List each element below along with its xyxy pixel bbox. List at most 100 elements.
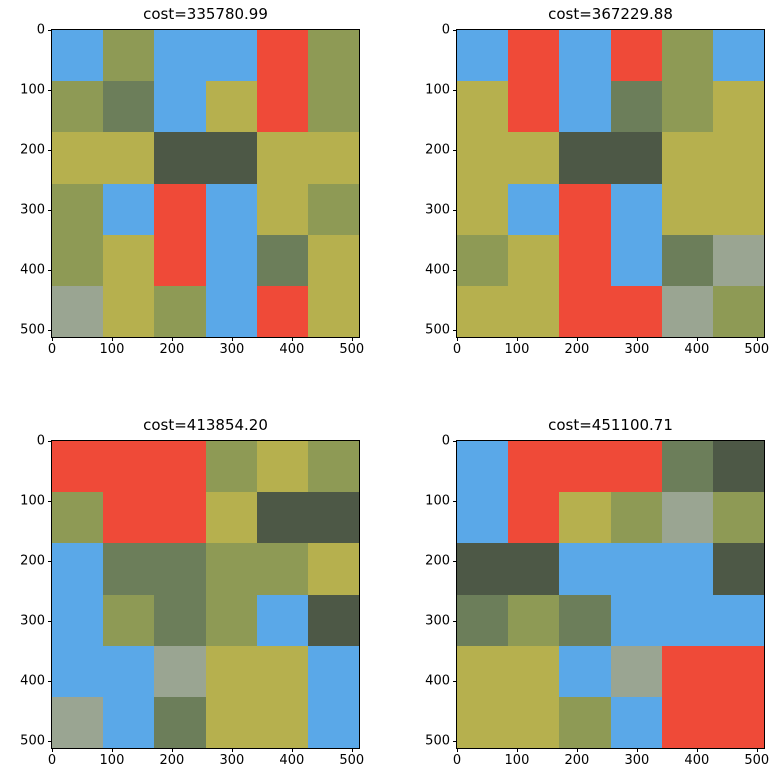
image-tile	[508, 543, 561, 596]
y-tick-label: 300	[425, 613, 450, 629]
y-tick-label: 500	[425, 322, 450, 338]
x-tick-label: 500	[339, 342, 365, 357]
panel-title: cost=413854.20	[143, 416, 268, 434]
y-tick	[48, 269, 52, 271]
x-tick	[231, 748, 233, 752]
y-tick	[48, 560, 52, 562]
image-tile	[661, 594, 714, 647]
image-tile	[712, 234, 764, 287]
y-tick	[48, 620, 52, 622]
x-tick	[636, 748, 638, 752]
x-tick-label: 200	[564, 342, 590, 357]
image-tile	[103, 132, 156, 185]
x-tick-label: 200	[564, 753, 590, 768]
image-tile	[103, 696, 156, 748]
image-tile	[508, 30, 561, 82]
image-tile	[610, 234, 663, 287]
image-tile	[256, 183, 309, 236]
image-tile	[508, 183, 561, 236]
y-tick-label: 0	[441, 433, 450, 449]
x-tick	[52, 748, 53, 752]
y-tick-label: 200	[425, 553, 450, 569]
image-tile	[559, 696, 612, 748]
panel-title: cost=335780.99	[143, 5, 268, 23]
x-tick	[171, 337, 173, 341]
image-tile	[712, 132, 764, 185]
image-tile	[307, 234, 359, 287]
x-tick-label: 0	[47, 753, 57, 768]
y-tick-label: 400	[425, 673, 450, 689]
image-tile	[712, 645, 764, 698]
y-tick	[453, 740, 457, 742]
image-tile	[103, 285, 156, 337]
panel-title: cost=367229.88	[548, 5, 673, 23]
image-tile	[559, 81, 612, 134]
image-tile	[52, 696, 104, 748]
image-tile	[154, 645, 207, 698]
y-tick	[453, 560, 457, 562]
x-tick-label: 400	[279, 753, 305, 768]
image-tile	[712, 594, 764, 647]
image-tile	[661, 30, 714, 82]
image-tile	[712, 81, 764, 134]
image-tile	[205, 645, 258, 698]
mosaic-image	[456, 440, 765, 749]
image-tile	[307, 132, 359, 185]
y-tick	[453, 680, 457, 682]
image-tile	[457, 696, 509, 748]
x-tick	[457, 748, 458, 752]
image-tile	[610, 543, 663, 596]
image-tile	[712, 543, 764, 596]
y-tick-label: 100	[20, 493, 45, 509]
image-tile	[712, 696, 764, 748]
image-tile	[307, 492, 359, 545]
x-tick-label: 200	[159, 753, 185, 768]
image-tile	[205, 696, 258, 748]
image-tile	[52, 645, 104, 698]
image-tile	[205, 594, 258, 647]
image-tile	[559, 441, 612, 493]
image-tile	[661, 492, 714, 545]
image-tile	[154, 441, 207, 493]
image-tile	[610, 81, 663, 134]
y-tick	[48, 680, 52, 682]
x-tick	[756, 337, 758, 341]
image-tile	[52, 183, 104, 236]
image-tile	[154, 132, 207, 185]
x-tick-label: 500	[339, 753, 365, 768]
x-tick-label: 100	[99, 753, 125, 768]
y-tick	[453, 89, 457, 91]
image-tile	[661, 645, 714, 698]
image-tile	[103, 183, 156, 236]
y-tick-label: 100	[425, 82, 450, 98]
image-tile	[661, 543, 714, 596]
image-tile	[610, 183, 663, 236]
image-tile	[457, 645, 509, 698]
mosaic-image	[51, 29, 360, 338]
image-tile	[154, 594, 207, 647]
image-tile	[307, 81, 359, 134]
image-tile	[559, 183, 612, 236]
image-tile	[661, 234, 714, 287]
image-tile	[457, 285, 509, 337]
image-tile	[52, 492, 104, 545]
image-tile	[661, 441, 714, 493]
y-tick	[453, 620, 457, 622]
y-tick-label: 400	[20, 262, 45, 278]
x-tick	[291, 748, 293, 752]
image-tile	[661, 183, 714, 236]
y-tick-label: 200	[20, 553, 45, 569]
image-tile	[610, 132, 663, 185]
image-tile	[256, 543, 309, 596]
x-tick-label: 0	[452, 342, 462, 357]
x-tick	[111, 337, 113, 341]
y-tick-label: 200	[20, 142, 45, 158]
image-tile	[559, 30, 612, 82]
image-tile	[610, 492, 663, 545]
image-tile	[559, 594, 612, 647]
image-tile	[103, 441, 156, 493]
image-tile	[154, 492, 207, 545]
image-tile	[559, 543, 612, 596]
image-tile	[307, 594, 359, 647]
x-tick-label: 500	[744, 342, 770, 357]
